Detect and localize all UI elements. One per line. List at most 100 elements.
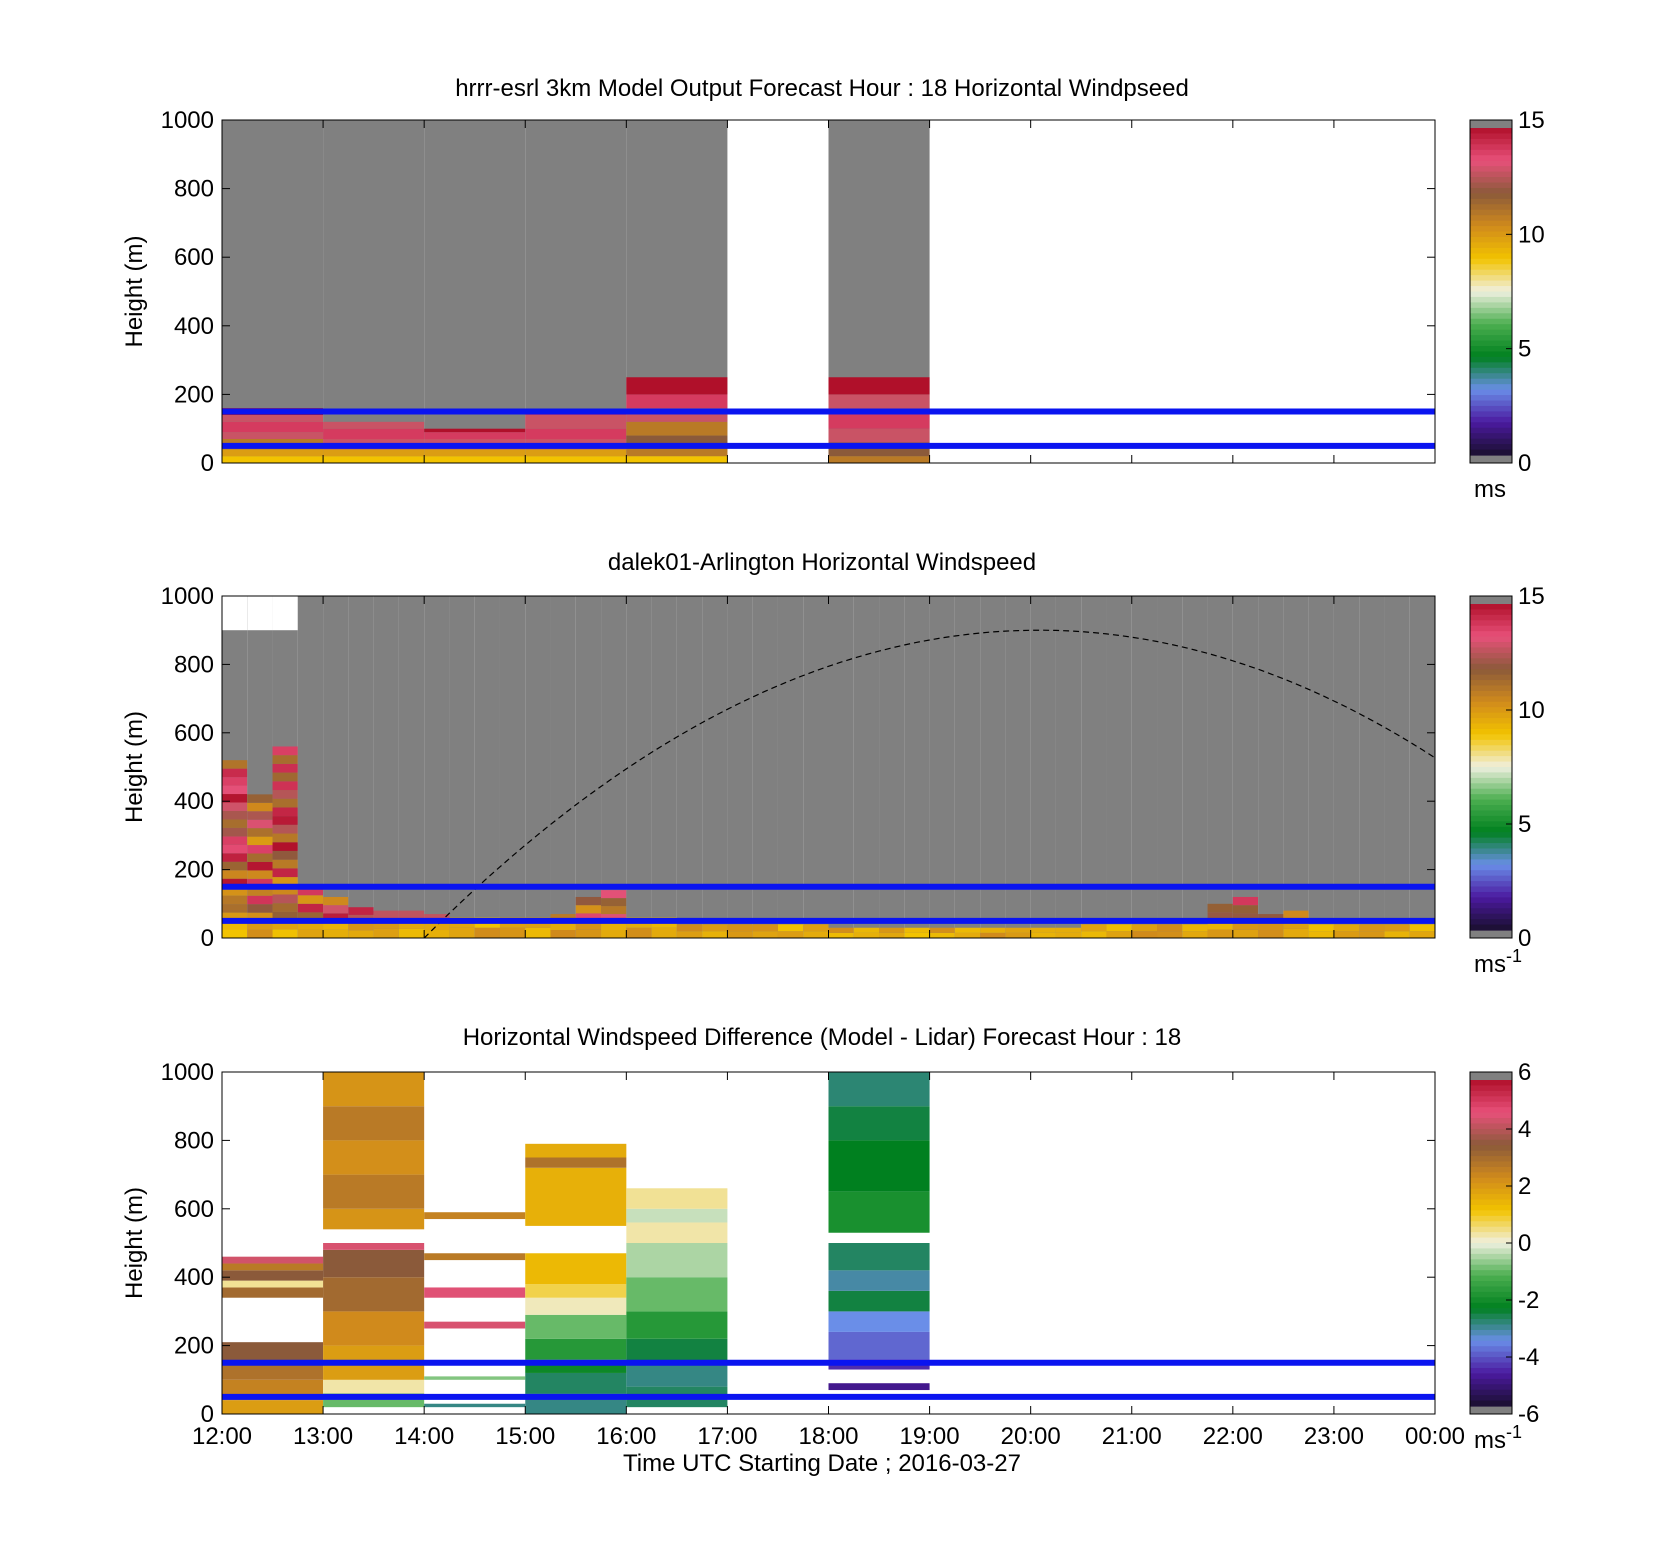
heatmap-cell <box>980 927 1006 933</box>
heatmap-cell <box>1283 919 1309 929</box>
x-tick-label: 15:00 <box>495 1423 555 1450</box>
heatmap-cell <box>424 428 526 433</box>
missing-data-cell <box>1106 596 1132 938</box>
colorbar-unit-exponent: -1 <box>1506 1422 1522 1442</box>
colorbar-swatch <box>1470 1118 1512 1125</box>
heatmap-cell <box>525 414 627 429</box>
heatmap-cell <box>323 921 349 930</box>
heatmap-cell <box>1157 931 1183 938</box>
colorbar-swatch <box>1470 794 1512 801</box>
heatmap-cell <box>222 794 248 803</box>
heatmap-cell <box>626 1338 728 1363</box>
reference-lines <box>222 883 1435 924</box>
colorbar-unit: ms <box>1474 476 1506 503</box>
missing-data-cell <box>879 596 905 938</box>
heatmap-cell <box>1308 924 1334 932</box>
heatmap-cell <box>575 905 602 914</box>
missing-data-cell <box>1030 596 1056 938</box>
colorbar-swatch <box>1470 389 1512 396</box>
colorbar-swatch <box>1470 1335 1512 1342</box>
y-tick-label: 200 <box>174 381 214 408</box>
heatmap-cell <box>247 912 273 922</box>
colorbar-swatch <box>1470 886 1512 893</box>
heatmap-cell <box>626 445 728 457</box>
heatmap-cell <box>1131 931 1158 938</box>
heatmap-cell <box>525 1157 627 1168</box>
heatmap-cell <box>222 870 248 879</box>
heatmap-cell <box>752 931 778 938</box>
heatmap-cell <box>803 924 829 932</box>
colorbar-swatch <box>1470 324 1512 331</box>
colorbar-swatch <box>1470 1324 1512 1331</box>
colorbar-swatch <box>1470 346 1512 353</box>
colorbar-swatch <box>1470 815 1512 822</box>
y-tick-label: 1000 <box>161 107 214 134</box>
heatmap-cell <box>348 922 374 931</box>
colorbar-swatch <box>1470 1188 1512 1195</box>
missing-data-cell <box>1055 596 1082 938</box>
colorbar-swatch <box>1470 226 1512 233</box>
heatmap-cell <box>1409 924 1435 932</box>
colorbar-swatch <box>1470 875 1512 882</box>
colorbar-unit: ms-1 <box>1474 1422 1522 1454</box>
heatmap-cell <box>601 922 627 931</box>
heatmap-cell <box>904 932 930 938</box>
heatmap-cell <box>323 1379 425 1394</box>
heatmap-cell <box>272 929 298 938</box>
x-tick-label: 22:00 <box>1203 1423 1263 1450</box>
colorbar-swatch <box>1470 1183 1512 1190</box>
x-tick-label: 20:00 <box>1001 1423 1061 1450</box>
heatmap-cell <box>297 903 324 913</box>
missing-data-cell <box>1333 596 1360 938</box>
heatmap-cell <box>272 807 298 817</box>
heatmap-cell <box>474 927 500 938</box>
colorbar-swatch <box>1470 750 1512 757</box>
heatmap-cell <box>323 421 425 429</box>
heatmap-cell <box>222 844 248 854</box>
heatmap-cell <box>424 930 450 938</box>
colorbar-swatch <box>1470 198 1512 205</box>
colorbar-swatch <box>1470 128 1512 135</box>
heatmap-cell <box>222 895 248 905</box>
heatmap-cell <box>373 928 399 938</box>
heatmap-cell <box>1081 931 1107 938</box>
colorbar-swatch <box>1470 718 1512 725</box>
missing-data-cell <box>449 596 475 938</box>
colorbar-swatch <box>1470 1199 1512 1206</box>
heatmap-cell <box>222 785 248 795</box>
x-tick-label: 00:00 <box>1405 1423 1465 1450</box>
heatmap-cell <box>222 777 248 786</box>
colorbar-swatch <box>1470 1194 1512 1201</box>
colorbar-swatch <box>1470 1210 1512 1217</box>
heatmap-cell <box>626 394 728 409</box>
colorbar-swatch <box>1470 187 1512 194</box>
heatmap-cell <box>373 919 399 929</box>
colorbar-swatch <box>1470 1085 1512 1092</box>
colorbar-swatch <box>1470 1177 1512 1184</box>
heatmap-cell <box>828 1383 930 1391</box>
heatmap-cell <box>1333 924 1360 932</box>
heatmap-cell <box>954 927 981 933</box>
heatmap-cell <box>601 906 627 915</box>
heatmap-cell <box>626 1311 728 1339</box>
y-tick-label: 200 <box>174 857 214 884</box>
y-tick-label: 1000 <box>161 1059 214 1086</box>
colorbar-tick-label: 5 <box>1518 336 1531 363</box>
colorbar-swatch <box>1470 253 1512 260</box>
missing-data-cell <box>1207 596 1233 938</box>
y-tick-label: 0 <box>201 1401 214 1428</box>
heatmap-cell <box>222 836 248 845</box>
heatmap-cell <box>247 819 273 829</box>
missing-data-cell <box>222 120 324 463</box>
heatmap-cell <box>1207 929 1233 938</box>
heatmap-cell <box>626 1208 728 1223</box>
colorbar-swatch <box>1470 1248 1512 1255</box>
colorbar-swatch <box>1470 631 1512 638</box>
colorbar-swatch <box>1470 810 1512 817</box>
heatmap-cell <box>499 927 526 938</box>
heatmap-cell <box>879 932 905 938</box>
difference-panel: Horizontal Windspeed Difference (Model -… <box>121 1024 1539 1454</box>
missing-data-cell <box>550 596 576 938</box>
x-axis-label: Time UTC Starting Date ; 2016-03-27 <box>623 1450 1021 1477</box>
heatmap-cell <box>626 1188 728 1209</box>
